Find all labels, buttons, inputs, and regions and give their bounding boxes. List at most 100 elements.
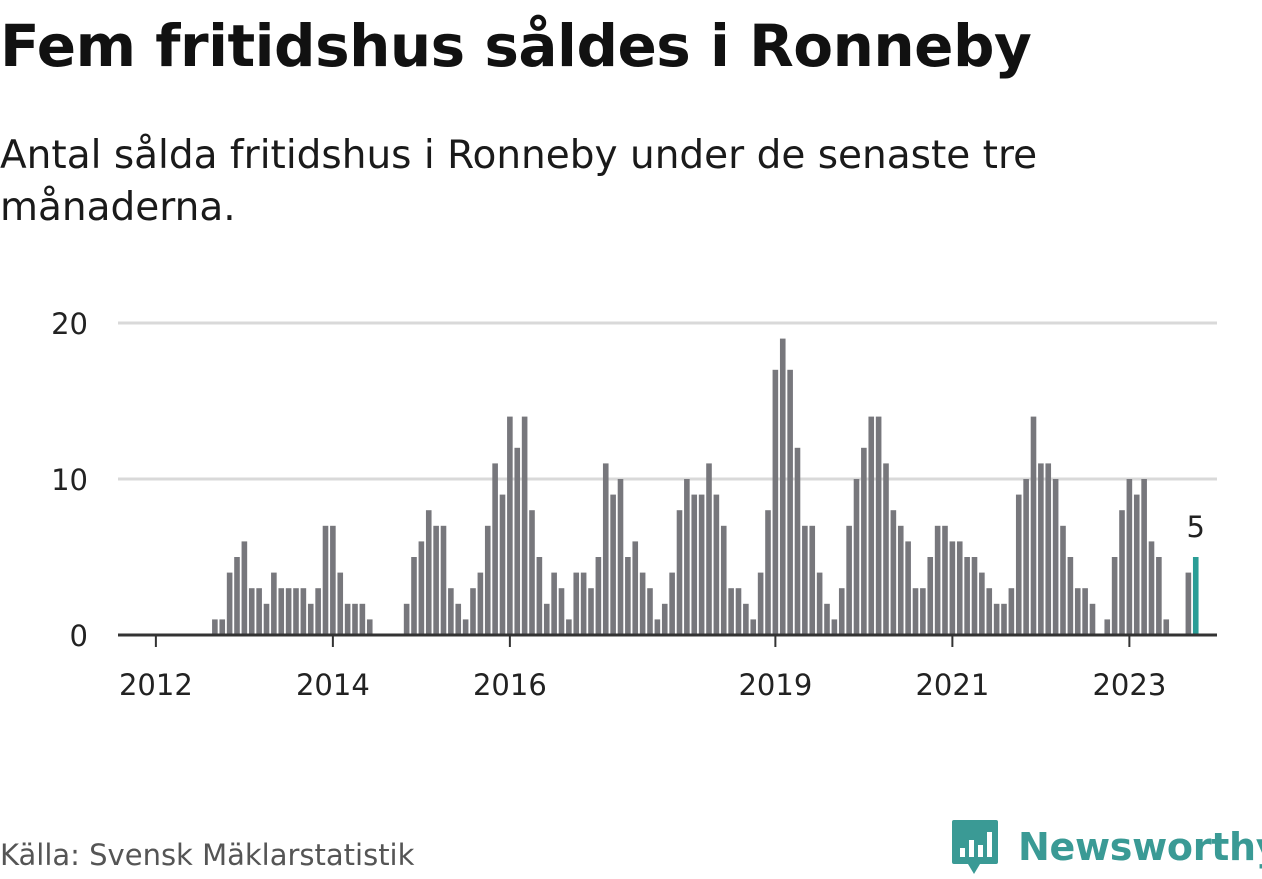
bar xyxy=(212,619,218,635)
bar xyxy=(1156,557,1162,635)
bar xyxy=(809,525,816,635)
bar xyxy=(256,588,262,635)
bar xyxy=(691,494,698,635)
bar xyxy=(986,588,993,635)
bar xyxy=(1023,479,1029,635)
bar xyxy=(1008,588,1015,635)
bar xyxy=(543,603,550,635)
bar xyxy=(765,510,771,635)
bar xyxy=(779,338,786,635)
bar xyxy=(359,603,366,635)
bar xyxy=(418,541,425,635)
bar xyxy=(661,603,668,635)
bar xyxy=(625,557,631,635)
bar xyxy=(492,463,498,635)
y-tick-label: 0 xyxy=(70,619,88,653)
bar xyxy=(300,588,307,635)
bar xyxy=(1001,603,1007,635)
bar xyxy=(462,619,469,635)
bar xyxy=(1119,510,1125,635)
bar xyxy=(993,603,1000,635)
bar xyxy=(846,525,852,635)
bar xyxy=(1052,479,1059,635)
bar xyxy=(322,525,329,635)
bar xyxy=(411,557,417,635)
bar xyxy=(706,463,712,635)
bar xyxy=(647,588,653,635)
bar xyxy=(772,369,779,635)
bar-highlight xyxy=(1192,557,1199,635)
x-tick-label: 2021 xyxy=(915,668,989,702)
source-note: Källa: Svensk Mäklarstatistik xyxy=(0,838,415,872)
bar xyxy=(278,588,285,635)
bar xyxy=(610,494,616,635)
bar xyxy=(875,416,882,635)
bar xyxy=(676,510,683,635)
bar xyxy=(816,572,823,635)
bar xyxy=(566,619,572,635)
bar xyxy=(1045,463,1052,635)
bar xyxy=(521,416,528,635)
bar xyxy=(1060,525,1066,635)
bar xyxy=(1185,572,1192,635)
bar xyxy=(632,541,639,635)
x-tick-label: 2019 xyxy=(738,668,812,702)
bar xyxy=(573,572,580,635)
bar xyxy=(352,603,358,635)
bar xyxy=(425,510,432,635)
bar xyxy=(720,525,727,635)
bar xyxy=(743,603,749,635)
y-tick-label: 10 xyxy=(51,463,88,497)
x-tick-label: 2012 xyxy=(119,668,193,702)
bar xyxy=(271,572,277,635)
bar xyxy=(1104,619,1111,635)
bar xyxy=(403,603,410,635)
bar xyxy=(853,479,860,635)
bar xyxy=(1089,603,1096,635)
newsworthy-logo-icon xyxy=(952,820,998,874)
bar xyxy=(868,416,875,635)
bar xyxy=(883,463,889,635)
x-tick-label: 2014 xyxy=(296,668,370,702)
x-tick-label: 2023 xyxy=(1092,668,1166,702)
bar xyxy=(1126,479,1133,635)
bar xyxy=(934,525,941,635)
bar xyxy=(1148,541,1155,635)
bar xyxy=(307,603,314,635)
brand-name: Newsworthy xyxy=(1018,825,1262,869)
bar xyxy=(558,588,565,635)
bar xyxy=(484,525,491,635)
bar xyxy=(713,494,720,635)
bar xyxy=(551,572,557,635)
bar xyxy=(1038,463,1044,635)
bar xyxy=(920,588,926,635)
bar xyxy=(684,479,690,635)
bar xyxy=(750,619,757,635)
bar xyxy=(1015,494,1022,635)
bar xyxy=(728,588,734,635)
bar xyxy=(757,572,764,635)
bar xyxy=(639,572,646,635)
bar xyxy=(448,588,454,635)
bar xyxy=(698,494,705,635)
brand-logo: Newsworthy xyxy=(950,818,1262,876)
bar xyxy=(344,603,351,635)
bar xyxy=(366,619,373,635)
bar xyxy=(507,416,513,635)
bar xyxy=(536,557,543,635)
bar xyxy=(514,447,521,635)
bar xyxy=(455,603,462,635)
bar xyxy=(293,588,299,635)
bar xyxy=(330,525,336,635)
bar xyxy=(927,557,934,635)
bar xyxy=(1074,588,1081,635)
bar xyxy=(1111,557,1118,635)
bar xyxy=(477,572,484,635)
bar xyxy=(838,588,845,635)
bar xyxy=(234,557,240,635)
bar xyxy=(897,525,904,635)
bar xyxy=(1030,416,1037,635)
bar xyxy=(964,557,970,635)
bar xyxy=(440,525,447,635)
highlight-value-label: 5 xyxy=(1187,510,1205,544)
